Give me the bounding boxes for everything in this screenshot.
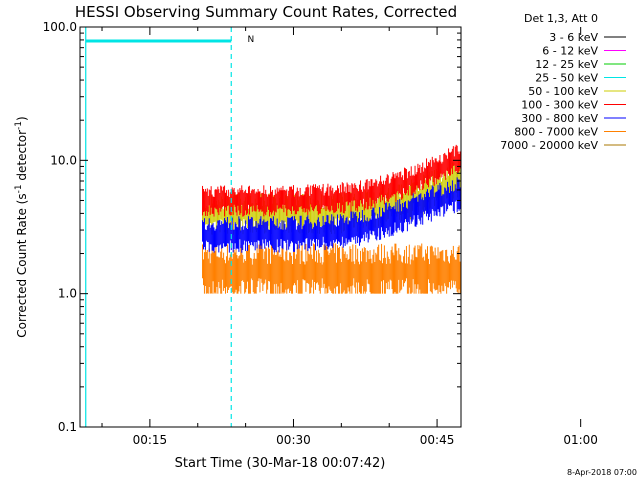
- legend-label: 50 - 100 keV: [528, 85, 598, 98]
- y-axis: 0.1 1.0 10.0 100.0: [43, 20, 461, 434]
- legend-label: 7000 - 20000 keV: [500, 139, 598, 152]
- legend-label: 800 - 7000 keV: [514, 126, 598, 139]
- legend-label: 25 - 50 keV: [535, 72, 598, 85]
- detector-label: Det 1,3, Att 0: [524, 12, 598, 25]
- x-axis-label: Start Time (30-Mar-18 00:07:42): [175, 456, 386, 471]
- legend-label: 6 - 12 keV: [542, 45, 598, 58]
- night-markers: [85, 27, 232, 427]
- x-tick-label: 00:15: [133, 433, 168, 447]
- legend-label: 3 - 6 keV: [549, 31, 598, 44]
- x-tick-label: 00:30: [276, 433, 311, 447]
- x-tick-label: 00:45: [420, 433, 455, 447]
- chart-title: HESSI Observing Summary Count Rates, Cor…: [75, 3, 457, 21]
- y-tick-label: 10.0: [50, 153, 77, 167]
- night-annotation: N: [248, 35, 255, 45]
- x-tick-label: 01:00: [563, 433, 598, 447]
- plot-frame: [79, 26, 462, 428]
- plot-data: [202, 144, 462, 294]
- legend-label: 12 - 25 keV: [535, 58, 598, 71]
- y-tick-label: 100.0: [43, 20, 77, 34]
- y-axis-label: Corrected Count Rate (s-1 detector-1): [14, 116, 29, 337]
- y-tick-label: 0.1: [58, 420, 77, 434]
- date-stamp: 8-Apr-2018 07:00: [567, 468, 637, 477]
- legend-label: 100 - 300 keV: [521, 99, 598, 112]
- legend-label: 300 - 800 keV: [521, 112, 598, 125]
- y-tick-label: 1.0: [58, 287, 77, 301]
